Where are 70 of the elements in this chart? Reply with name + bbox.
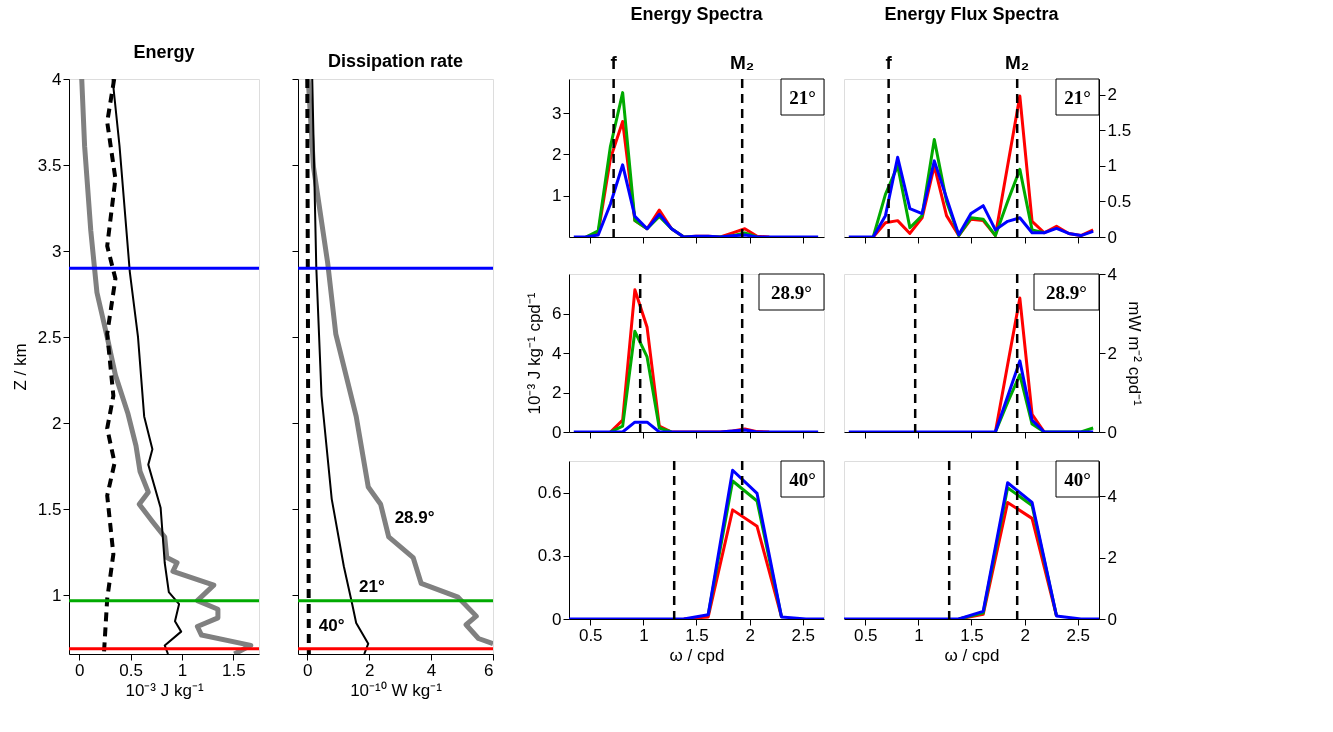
y-tick-label: 2 <box>52 413 62 433</box>
y-tick-label: 1 <box>1107 156 1117 176</box>
ref-line-label: M₂ <box>730 52 755 73</box>
y-tick-label: 0 <box>1107 609 1117 629</box>
x-axis-title: ω / cpd <box>669 645 725 665</box>
y-tick-label: 3.5 <box>37 155 62 175</box>
y-axis-title: Z / km <box>10 343 30 391</box>
x-tick-label: 1.5 <box>222 660 246 680</box>
annotation: 28.9° <box>771 282 812 303</box>
x-tick-label: 6 <box>484 660 494 680</box>
y-tick-label: 1.5 <box>37 499 62 519</box>
x-tick-label: 1.5 <box>685 625 709 645</box>
y-tick-label: 2.5 <box>37 327 62 347</box>
x-tick-label: 1.5 <box>960 625 984 645</box>
annotation: 40° <box>789 469 816 490</box>
x-axis-title: 10⁻¹⁰ W kg⁻¹ <box>350 680 443 700</box>
x-tick-label: 2.5 <box>1066 625 1091 645</box>
annotation: 21° <box>789 87 816 108</box>
x-tick-label: 1 <box>177 660 188 680</box>
annotation: 21° <box>1064 87 1091 108</box>
x-tick-label: 0.5 <box>578 625 603 645</box>
y-tick-label: 4 <box>1107 264 1117 284</box>
annotation: 21° <box>359 576 385 596</box>
x-axis-title: ω / cpd <box>944 645 1000 665</box>
x-tick-label: 2.5 <box>791 625 816 645</box>
y-tick-label: 0 <box>552 422 562 442</box>
chart-title: Energy <box>133 42 195 62</box>
x-tick-label: 1 <box>914 625 924 645</box>
y-tick-label: 1.5 <box>1107 120 1132 140</box>
y-tick-label: 3 <box>552 103 562 123</box>
y-tick-label: 2 <box>1107 343 1117 363</box>
y-tick-label: 0.5 <box>1107 191 1132 211</box>
x-tick-label: 1 <box>639 625 649 645</box>
x-tick-label: 0.5 <box>119 660 143 680</box>
x-tick-label: 2 <box>745 625 755 645</box>
y-tick-label: 3 <box>52 241 62 261</box>
y-tick-label: 0 <box>1107 227 1117 247</box>
y-tick-label: 2 <box>1107 548 1117 568</box>
y-tick-label: 2 <box>1107 85 1117 105</box>
x-axis-title: 10⁻³ J kg⁻¹ <box>125 680 204 700</box>
y-tick-label: 2 <box>552 383 562 402</box>
y-tick-label: 6 <box>552 304 562 323</box>
x-tick-label: 4 <box>426 660 437 680</box>
y-tick-label: 1 <box>52 585 62 605</box>
y-tick-label: 0 <box>1107 422 1117 442</box>
y-tick-label: 0.6 <box>537 483 562 503</box>
chart-title: Energy Spectra <box>630 4 764 24</box>
y-axis-title: 10⁻³ J kg⁻¹ cpd⁻¹ <box>525 292 545 415</box>
y-tick-label: 0.3 <box>537 546 562 566</box>
y-tick-label: 0 <box>552 609 562 629</box>
annotation: 40° <box>318 616 345 636</box>
ref-line-label: f <box>610 52 618 73</box>
y-axis-title: mW m⁻² cpd⁻¹ <box>1124 301 1144 407</box>
y-tick-label: 1 <box>552 186 562 206</box>
x-tick-label: 2 <box>1020 625 1030 645</box>
x-tick-label: 0 <box>303 660 313 680</box>
y-tick-label: 4 <box>1107 486 1117 506</box>
chart-title: Dissipation rate <box>327 50 464 71</box>
y-tick-label: 4 <box>552 343 562 363</box>
y-tick-label: 4 <box>52 69 62 89</box>
x-tick-label: 2 <box>364 660 375 680</box>
annotation: 28.9° <box>394 508 435 527</box>
annotation: 28.9° <box>1046 282 1087 303</box>
ref-line-label: f <box>885 52 893 73</box>
annotation: 40° <box>1064 469 1091 490</box>
x-tick-label: 0.5 <box>853 625 878 645</box>
chart-title: Energy Flux Spectra <box>884 4 1060 24</box>
ref-line-label: M₂ <box>1005 52 1030 73</box>
x-tick-label: 0 <box>75 660 85 680</box>
y-tick-label: 2 <box>552 144 562 164</box>
